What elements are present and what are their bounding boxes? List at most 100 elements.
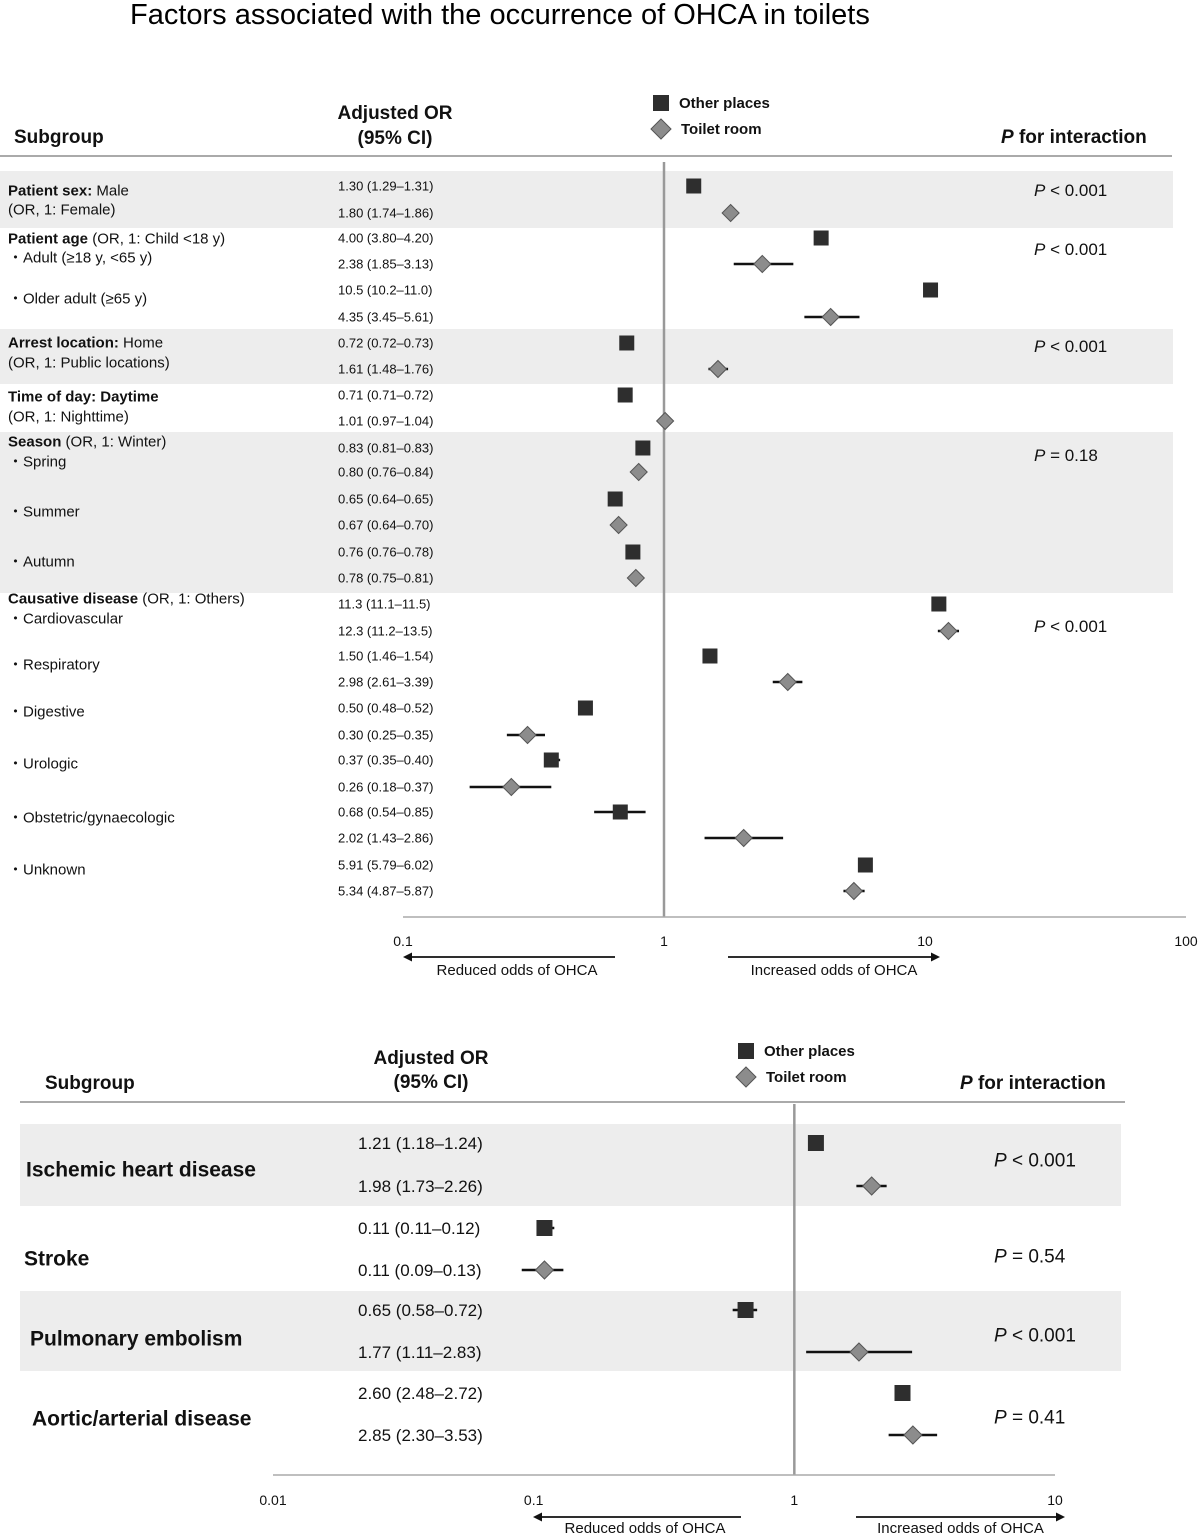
point-diamond-toilet — [502, 777, 521, 797]
or-text-toilet: 12.3 (11.2–13.5) — [338, 624, 432, 639]
legend-other-places: Other places — [764, 1043, 855, 1060]
x-tick-label: 1 — [790, 1492, 798, 1508]
arrow-reduced-head — [533, 1512, 542, 1522]
row-label-text: (OR, 1: Female) — [8, 201, 116, 218]
p-value: P < 0.001 — [1034, 181, 1107, 200]
arrow-label-increased: Increased odds of OHCA — [751, 962, 918, 979]
row-label-text: ・Summer — [8, 503, 80, 520]
header-adjusted-or: Adjusted OR — [337, 103, 452, 124]
p-value-text: = 0.54 — [1007, 1247, 1066, 1268]
x-tick-label: 0.1 — [524, 1492, 544, 1508]
arrow-label-reduced: Reduced odds of OHCA — [565, 1520, 726, 1534]
row-label: (OR, 1: Public locations) — [8, 354, 170, 371]
p-value-symbol: P — [1034, 617, 1046, 636]
row-label: ・Autumn — [8, 553, 75, 570]
point-square-other — [931, 596, 947, 612]
arrow-label-increased: Increased odds of OHCA — [877, 1520, 1044, 1534]
row-label: ・Summer — [8, 503, 80, 520]
p-value-symbol: P — [1034, 181, 1046, 200]
point-square-other — [702, 648, 718, 664]
point-square-other — [612, 804, 628, 820]
arrow-increased-head — [1056, 1512, 1065, 1522]
point-square-other — [686, 178, 702, 194]
row-label-strong: Ischemic heart disease — [26, 1158, 256, 1181]
row-label-strong: Aortic/arterial disease — [32, 1407, 251, 1430]
point-diamond-toilet — [753, 254, 772, 274]
p-value: P = 0.41 — [994, 1408, 1065, 1429]
point-diamond-toilet — [734, 828, 753, 848]
or-text-toilet: 2.85 (2.30–3.53) — [358, 1426, 483, 1445]
p-value: P < 0.001 — [1034, 617, 1107, 636]
or-text-other: 5.91 (5.79–6.02) — [338, 858, 433, 873]
point-square-other — [536, 1220, 553, 1236]
p-value-symbol: P — [1034, 337, 1046, 356]
row-label-text: (OR, 1: Child <18 y) — [88, 230, 225, 247]
or-text-other: 10.5 (10.2–11.0) — [338, 283, 432, 298]
or-text-other: 0.68 (0.54–0.85) — [338, 805, 433, 820]
or-text-toilet: 1.01 (0.97–1.04) — [338, 414, 433, 429]
header-p-interaction: P for interaction — [960, 1073, 1106, 1094]
point-square-other — [619, 335, 635, 351]
header-p-symbol: P — [960, 1073, 973, 1094]
row-label-text: ・Spring — [8, 453, 66, 470]
row-label-text: ・Older adult (≥65 y) — [8, 290, 147, 307]
x-tick-label: 0.1 — [393, 933, 413, 949]
legend-toilet-room: Toilet room — [766, 1069, 847, 1086]
row-label-text: ・Autumn — [8, 553, 75, 570]
header-p-rest: for interaction — [1014, 127, 1147, 148]
or-text-toilet: 4.35 (3.45–5.61) — [338, 310, 433, 325]
or-text-toilet: 5.34 (4.87–5.87) — [338, 884, 433, 899]
row-label: ・Adult (≥18 y, <65 y) — [8, 249, 152, 266]
p-value-text: < 0.001 — [1007, 1326, 1076, 1347]
figure-title: Factors associated with the occurrence o… — [130, 0, 870, 31]
row-label-text: ・Unknown — [8, 861, 86, 878]
legend-square-other — [653, 95, 669, 111]
or-text-toilet: 1.61 (1.48–1.76) — [338, 362, 433, 377]
or-text-other: 0.72 (0.72–0.73) — [338, 336, 433, 351]
or-text-other: 0.37 (0.35–0.40) — [338, 753, 433, 768]
or-text-other: 11.3 (11.1–11.5) — [338, 597, 431, 612]
point-square-other — [857, 857, 873, 873]
or-text-other: 2.60 (2.48–2.72) — [358, 1384, 483, 1403]
p-value: P < 0.001 — [994, 1326, 1076, 1347]
point-square-other — [543, 752, 559, 768]
row-label-text: ・Obstetric/gynaecologic — [8, 809, 175, 826]
p-value-text: < 0.001 — [1007, 1151, 1076, 1172]
point-diamond-toilet — [534, 1260, 555, 1280]
shaded-band-0 — [20, 1124, 1121, 1206]
row-label-text: (OR, 1: Winter) — [61, 433, 166, 450]
arrow-label-reduced: Reduced odds of OHCA — [437, 962, 598, 979]
point-square-other — [617, 387, 633, 403]
row-label: ・Spring — [8, 453, 66, 470]
row-label-text: Male — [92, 182, 129, 199]
row-label-strong: Time of day: Daytime — [8, 388, 159, 405]
row-label: Pulmonary embolism — [30, 1327, 242, 1350]
point-diamond-toilet — [821, 307, 840, 327]
or-text-other: 1.30 (1.29–1.31) — [338, 179, 433, 194]
p-value-symbol: P — [994, 1247, 1007, 1268]
row-label-strong: Stroke — [24, 1247, 89, 1270]
row-label: Causative disease (OR, 1: Others) — [8, 590, 245, 607]
p-value-symbol: P — [1034, 240, 1046, 259]
header-adjusted-or: Adjusted OR — [373, 1048, 488, 1069]
row-label: Patient age (OR, 1: Child <18 y) — [8, 230, 225, 247]
forest-panel-factors: Subgroup Adjusted OR (95% CI) P for interac… — [0, 95, 1198, 979]
forest-panel-causative-disease: Subgroup Adjusted OR (95% CI) P for interac… — [20, 1043, 1125, 1534]
row-label: Patient sex: Male — [8, 182, 129, 199]
point-diamond-toilet — [655, 411, 675, 431]
or-text-other: 0.65 (0.64–0.65) — [338, 492, 433, 507]
or-text-other: 0.83 (0.81–0.83) — [338, 441, 433, 456]
p-value: P = 0.54 — [994, 1247, 1066, 1268]
row-label: ・Unknown — [8, 861, 86, 878]
header-ci: (95% CI) — [358, 128, 433, 149]
row-label-text: ・Adult (≥18 y, <65 y) — [8, 249, 152, 266]
point-square-other — [807, 1135, 824, 1151]
or-text-toilet: 1.77 (1.11–2.83) — [358, 1343, 482, 1362]
p-value: P < 0.001 — [1034, 337, 1107, 356]
arrow-reduced-head — [403, 952, 412, 962]
row-label-text: ・Urologic — [8, 755, 79, 772]
legend-toilet-room: Toilet room — [681, 121, 762, 138]
x-tick-label: 10 — [917, 933, 933, 949]
row-label-text: ・Respiratory — [8, 656, 100, 673]
